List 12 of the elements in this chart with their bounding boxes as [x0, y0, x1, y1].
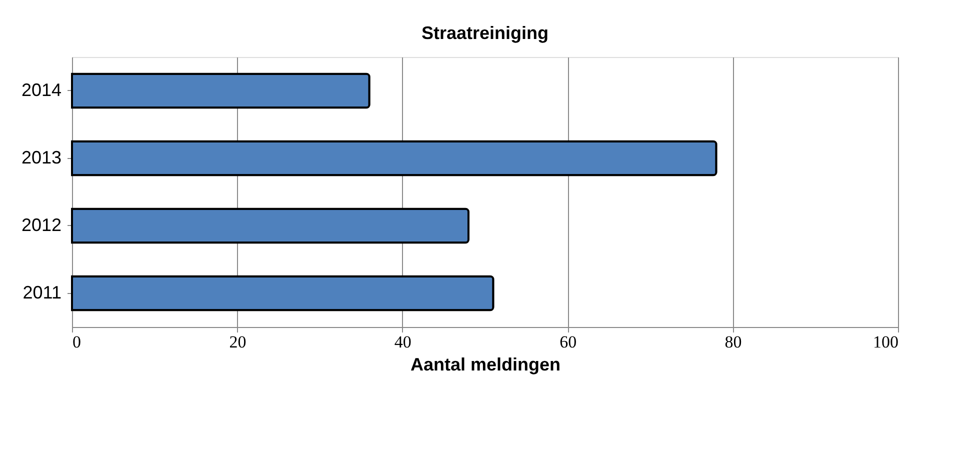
y-tick-label: 2012	[21, 214, 62, 235]
y-tick-label: 2011	[22, 282, 62, 302]
x-tick-label: 60	[560, 332, 577, 352]
x-axis-title: Aantal meldingen	[410, 354, 561, 374]
chart-title: Straatreiniging	[421, 23, 549, 43]
x-tick-label: 40	[394, 332, 412, 352]
x-tick-label: 20	[229, 332, 246, 352]
x-tick-label: 80	[724, 332, 742, 352]
x-tick-label: 0	[72, 332, 81, 352]
x-tick-label: 100	[873, 332, 898, 352]
y-tick-label: 2013	[21, 147, 62, 168]
y-tick-label: 2014	[21, 80, 62, 100]
